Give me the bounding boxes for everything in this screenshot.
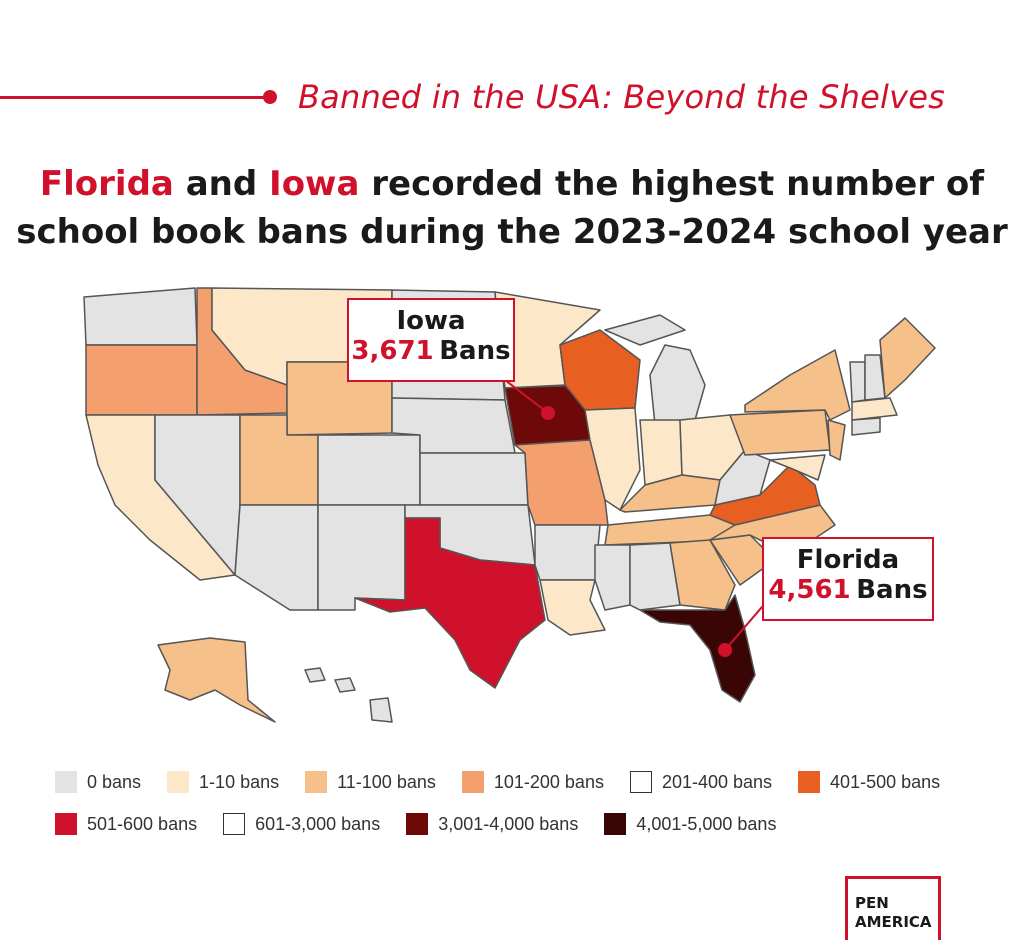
state-georgia — [669, 539, 736, 611]
florida-callout: Florida 4,561 Bans — [762, 537, 934, 621]
headline-florida: Florida — [39, 164, 174, 204]
legend-swatch — [604, 813, 627, 835]
iowa-callout: Iowa 3,671 Bans — [347, 298, 515, 382]
legend-swatch — [629, 771, 652, 793]
legend-label: 0 bans — [87, 771, 142, 792]
series-rule — [0, 96, 270, 99]
iowa-callout-unit: Bans — [439, 336, 511, 366]
headline-and: and — [173, 164, 270, 204]
state-hawaii — [304, 667, 393, 723]
state-colorado — [317, 434, 421, 506]
state-oregon — [85, 344, 198, 416]
legend-item: 601-3,000 bans — [223, 813, 380, 835]
legend-row-1: 0 bans 1-10 bans 11-100 bans 101-200 ban… — [55, 770, 985, 794]
florida-callout-state: Florida — [796, 545, 900, 575]
state-michigan-up — [604, 314, 686, 346]
state-new-york — [744, 349, 851, 421]
state-vermont — [849, 361, 866, 403]
headline-line-1: Florida and Iowa recorded the highest nu… — [0, 160, 1024, 208]
state-texas — [354, 517, 546, 689]
legend-label: 401-500 bans — [830, 771, 941, 792]
iowa-marker — [541, 406, 555, 420]
iowa-pointer — [504, 379, 549, 414]
legend-item: 501-600 bans — [55, 813, 197, 835]
legend-swatch — [461, 771, 484, 793]
state-new-mexico — [317, 504, 406, 611]
state-connecticut — [851, 417, 881, 436]
state-louisiana — [539, 579, 606, 636]
state-alabama — [629, 542, 681, 611]
legend-label: 501-600 bans — [87, 813, 198, 834]
legend-swatch — [406, 813, 429, 835]
legend-label: 11-100 bans — [337, 771, 436, 792]
state-michigan — [649, 344, 706, 426]
legend-item: 11-100 bans — [305, 771, 436, 793]
legend-item: 0 bans — [55, 771, 141, 793]
florida-marker — [718, 643, 732, 657]
state-maryland — [769, 454, 826, 481]
legend-label: 601-3,000 bans — [255, 813, 381, 834]
iowa-callout-state: Iowa — [396, 306, 466, 336]
logo-text: PEN AMERICA — [855, 894, 932, 932]
state-massachusetts — [851, 397, 898, 421]
legend-swatch — [223, 813, 246, 835]
florida-callout-count: 4,561 — [768, 575, 851, 605]
legend-item: 3,001-4,000 bans — [406, 813, 578, 835]
legend-label: 201-400 bans — [661, 771, 773, 792]
legend-row-2: 501-600 bans 601-3,000 bans 3,001-4,000 … — [55, 812, 985, 836]
legend-item: 4,001-5,000 bans — [604, 813, 776, 835]
us-map — [83, 287, 936, 723]
legend-item: 101-200 bans — [461, 771, 604, 793]
state-florida — [639, 594, 756, 703]
florida-callout-unit: Bans — [856, 575, 928, 605]
legend-swatch — [798, 771, 821, 793]
state-mississippi — [594, 544, 631, 611]
headline-rest: recorded the highest number of — [359, 164, 985, 204]
state-new-jersey — [827, 419, 846, 461]
legend-label: 4,001-5,000 bans — [636, 813, 777, 834]
state-virginia — [709, 464, 821, 526]
state-maine — [879, 317, 936, 399]
iowa-callout-count: 3,671 — [351, 336, 434, 366]
legend-swatch — [55, 771, 77, 793]
state-indiana — [639, 419, 683, 486]
series-dot — [263, 90, 277, 104]
logo-frame — [845, 876, 941, 940]
legend-item: 1-10 bans — [167, 771, 279, 793]
headline: Florida and Iowa recorded the highest nu… — [0, 160, 1024, 256]
legend-label: 3,001-4,000 bans — [438, 813, 579, 834]
state-pennsylvania — [729, 409, 831, 456]
state-arkansas — [534, 524, 601, 581]
map-legend: 0 bans 1-10 bans 11-100 bans 101-200 ban… — [55, 770, 985, 854]
logo-line-2: AMERICA — [855, 913, 932, 931]
state-washington — [83, 287, 198, 346]
state-arizona — [234, 504, 319, 611]
headline-line-2: school book bans during the 2023-2024 sc… — [16, 212, 1008, 252]
legend-swatch — [55, 813, 77, 835]
legend-item: 401-500 bans — [798, 771, 940, 793]
state-west-virginia — [714, 449, 771, 506]
legend-label: 1-10 bans — [199, 771, 280, 792]
legend-swatch — [167, 771, 190, 793]
state-kansas — [419, 452, 529, 506]
pen-america-logo: PEN AMERICA — [845, 876, 945, 946]
legend-swatch — [305, 771, 328, 793]
florida-pointer — [724, 599, 769, 651]
legend-label: 101-200 bans — [493, 771, 604, 792]
legend-item: 201-400 bans — [629, 771, 773, 793]
logo-line-1: PEN — [855, 894, 889, 912]
headline-iowa: Iowa — [269, 164, 360, 204]
state-alaska — [157, 637, 276, 723]
series-title: Banned in the USA: Beyond the Shelves — [298, 78, 945, 116]
